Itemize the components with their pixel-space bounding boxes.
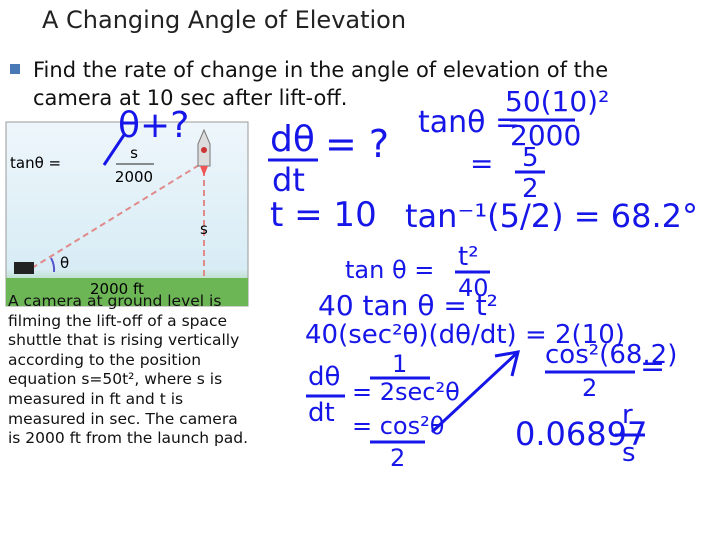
handwritten-note: θ+? — [118, 105, 190, 146]
handwritten-note: 1 — [392, 350, 408, 378]
sight-line — [31, 161, 205, 269]
handwritten-note: tan⁻¹(5/2) = 68.2° — [405, 197, 699, 235]
handwritten-note: 2 — [582, 374, 598, 402]
angle-label: θ — [60, 254, 69, 272]
bullet — [10, 64, 20, 74]
figure: tanθ = s 2000 s θ 2000 ft — [5, 121, 249, 307]
handwritten-note: tan θ = — [345, 256, 435, 284]
handwritten-note: 5 — [522, 143, 539, 173]
handwritten-note: = — [470, 147, 494, 180]
base-label: 2000 ft — [90, 280, 144, 298]
handwritten-note: 50(10)² — [505, 85, 610, 118]
camera — [14, 262, 34, 274]
handwritten-note: 40 — [458, 274, 489, 302]
angle-arc — [50, 257, 56, 273]
handwritten-note: = 2sec²θ — [352, 378, 460, 406]
rocket-window — [201, 147, 207, 153]
handwritten-note: tanθ = — [418, 105, 521, 140]
prompt: Find the rate of change in the angle of … — [33, 58, 609, 110]
handwritten-note: 40(sec²θ)(dθ/dt) = 2(10) — [305, 320, 625, 350]
title: A Changing Angle of Elevation — [42, 6, 407, 34]
handwritten-note: = — [640, 349, 666, 384]
handwritten-note: 0.06897 — [515, 415, 648, 453]
handwritten-note: dt — [272, 161, 305, 199]
handwritten-note: cos²(68.2) — [545, 340, 678, 370]
handwritten-note: 40 tan θ = t² — [318, 289, 498, 322]
tan-label: tanθ = — [10, 154, 61, 172]
description: A camera at ground level is filming the … — [8, 292, 249, 448]
side-label: s — [200, 220, 208, 238]
handwritten-note: = cos²θ — [352, 412, 445, 440]
rocket-flame — [200, 166, 208, 176]
handwritten-note: dθ — [270, 119, 315, 160]
handwritten-note: t = 10 — [270, 195, 377, 235]
handwritten-note: r — [622, 400, 633, 430]
handwritten-note: 2000 — [510, 119, 582, 152]
grass — [6, 278, 248, 306]
tan-numerator: s — [130, 144, 138, 162]
tan-denominator: 2000 — [115, 168, 153, 186]
handwritten-note: = ? — [325, 122, 390, 166]
handwritten-note: dt — [308, 398, 335, 428]
handwritten-note: 2 — [522, 174, 539, 204]
handwritten-note: 2 — [390, 444, 406, 472]
handwritten-note: t² — [458, 242, 479, 272]
handwritten-note: s — [622, 438, 636, 468]
handwritten-note: dθ — [308, 362, 341, 392]
